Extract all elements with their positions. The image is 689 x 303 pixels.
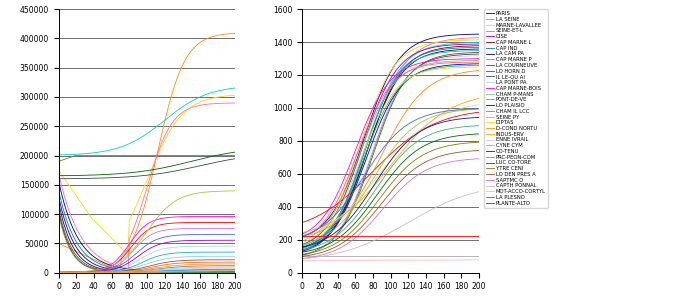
Legend: PARIS, LA SEINE, MARNE-LAVALLEE, SEINE-ET-L, OISE, CAP MARNE L, CAP IND, LA CAM : PARIS, LA SEINE, MARNE-LAVALLEE, SEINE-E… bbox=[484, 9, 548, 208]
